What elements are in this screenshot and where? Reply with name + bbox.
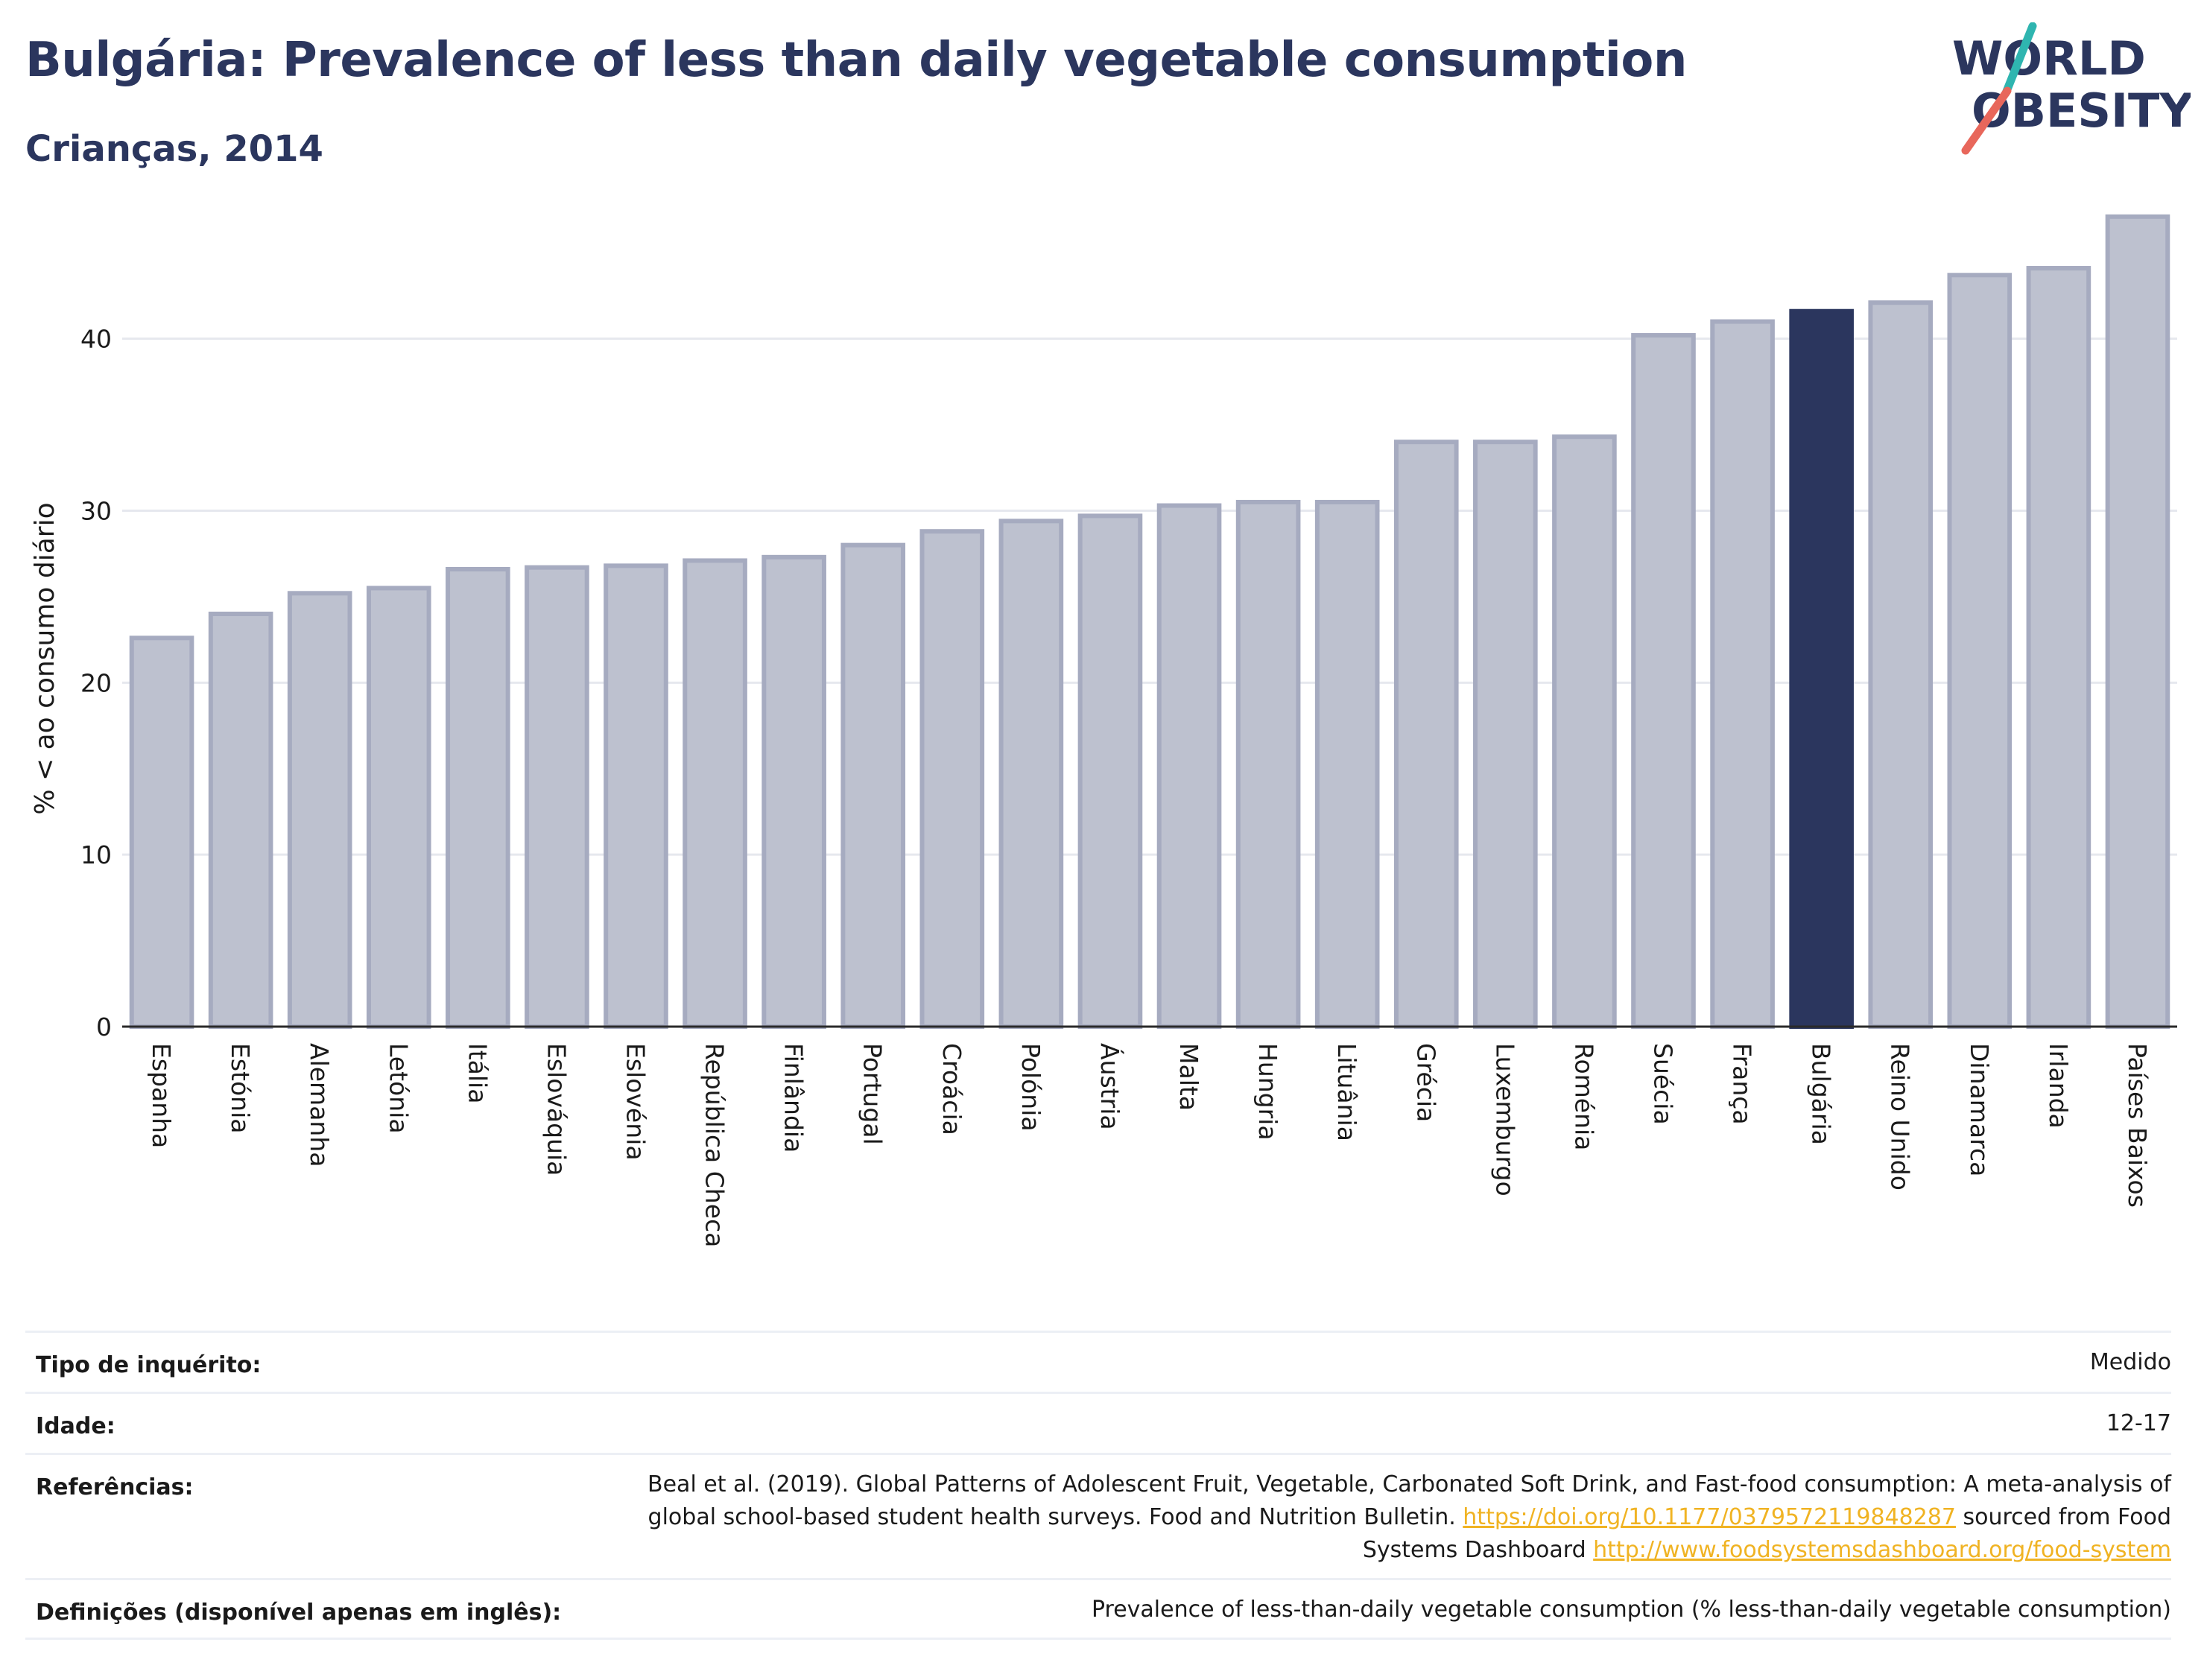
chart-subtitle: Crianças, 2014 — [25, 128, 323, 170]
meta-row-definitions: Definições (disponível apenas em inglês)… — [25, 1578, 2171, 1640]
x-tick-label: Áustria — [1095, 1043, 1125, 1130]
chart-title: Bulgária: Prevalence of less than daily … — [25, 33, 1687, 88]
bar — [1077, 513, 1143, 1029]
meta-row-survey-type: Tipo de inquérito: Medido — [25, 1331, 2171, 1394]
bar — [1631, 333, 1696, 1029]
x-tick-label: Itália — [463, 1043, 492, 1103]
meta-value-survey-type: Medido — [2089, 1349, 2171, 1375]
bar — [1393, 440, 1459, 1029]
meta-row-age: Idade: 12-17 — [25, 1392, 2171, 1455]
bar — [1473, 440, 1538, 1029]
food-systems-dashboard-link[interactable]: http://www.foodsystemsdashboard.org/food… — [1593, 1537, 2171, 1563]
x-tick-label: Letónia — [384, 1043, 413, 1134]
bar — [1552, 434, 1617, 1029]
bar — [366, 586, 431, 1029]
y-tick-label: 10 — [80, 840, 112, 869]
x-tick-label: Eslovénia — [621, 1043, 650, 1161]
meta-value-references: Beal et al. (2019). Global Patterns of A… — [607, 1468, 2171, 1567]
bar — [1156, 503, 1222, 1029]
bar — [2026, 266, 2091, 1029]
doi-link[interactable]: https://doi.org/10.1177/0379572119848287 — [1463, 1504, 1956, 1530]
x-tick-label: Suécia — [1649, 1043, 1678, 1125]
bar — [208, 612, 273, 1029]
x-tick-label: Roménia — [1569, 1043, 1598, 1150]
bar — [1947, 273, 2013, 1029]
bar — [1868, 300, 1934, 1030]
logo-slash-teal — [2001, 22, 2037, 98]
logo-slash-coral — [1961, 86, 2012, 155]
x-tick-label: Portugal — [858, 1043, 887, 1145]
bar-chart: 0 10 20 30 40 % < ao consumo diário Espanha Est… — [30, 214, 2177, 1247]
x-tick-label: Bulgária — [1807, 1043, 1836, 1145]
bar — [840, 542, 906, 1029]
x-tick-label: Reino Unido — [1886, 1043, 1915, 1191]
x-tick-label: Grécia — [1411, 1043, 1440, 1122]
x-tick-label: Irlanda — [2044, 1043, 2073, 1129]
x-tick-label: França — [1728, 1043, 1757, 1125]
bar — [446, 566, 510, 1029]
x-tick-label: Polónia — [1016, 1043, 1045, 1132]
meta-label-definitions: Definições (disponível apenas em inglês)… — [36, 1600, 562, 1626]
x-tick-label: Estónia — [226, 1043, 255, 1133]
bar — [129, 635, 194, 1029]
meta-label-references: Referências: — [36, 1474, 194, 1500]
x-tick-label: Dinamarca — [1965, 1043, 1994, 1176]
x-tick-label: Hungria — [1253, 1043, 1282, 1141]
logo-line-1: WORLD — [1952, 31, 2146, 86]
bar — [604, 563, 668, 1029]
y-axis-label: % < ao consumo diário — [30, 502, 60, 814]
bar — [287, 591, 352, 1029]
reference-text: Beal et al. (2019). Global Patterns of A… — [647, 1471, 2171, 1530]
y-tick-label: 20 — [80, 668, 112, 697]
bar — [919, 529, 985, 1029]
bar-highlight — [1789, 308, 1854, 1029]
x-tick-label: Malta — [1174, 1043, 1203, 1111]
reference-source-text: sourced from Food Systems Dashboard — [1362, 1504, 2171, 1563]
y-tick-label: 40 — [80, 325, 112, 354]
meta-label-age: Idade: — [36, 1413, 115, 1439]
bar — [2105, 214, 2170, 1029]
bar — [1314, 499, 1380, 1029]
metadata-bottom-divider — [25, 1638, 2171, 1640]
bar — [1710, 319, 1775, 1030]
bar — [525, 565, 589, 1029]
meta-value-definitions: Prevalence of less-than-daily vegetable … — [1091, 1597, 2171, 1623]
meta-row-references: Referências: Beal et al. (2019). Global P… — [25, 1453, 2171, 1580]
meta-label-survey-type: Tipo de inquérito: — [36, 1352, 262, 1378]
world-obesity-logo: WORLD OBESITY — [1952, 22, 2191, 155]
bar — [683, 558, 747, 1029]
bar — [1235, 499, 1301, 1029]
x-tick-label: Finlândia — [779, 1043, 808, 1153]
x-tick-label: Luxemburgo — [1490, 1043, 1519, 1196]
x-tick-label: República Checa — [700, 1043, 729, 1247]
x-tick-label: Espanha — [147, 1043, 176, 1148]
bar — [761, 554, 826, 1029]
y-tick-label: 30 — [80, 497, 112, 526]
x-tick-label: Croácia — [937, 1043, 966, 1135]
bar — [998, 519, 1064, 1029]
x-tick-label: Alemanha — [305, 1043, 334, 1167]
y-tick-label: 0 — [96, 1012, 112, 1042]
x-tick-label: Eslováquia — [542, 1043, 571, 1176]
meta-value-age: 12-17 — [2106, 1410, 2171, 1436]
x-tick-label: Lituânia — [1332, 1043, 1361, 1141]
x-tick-label: Países Baixos — [2123, 1043, 2152, 1208]
